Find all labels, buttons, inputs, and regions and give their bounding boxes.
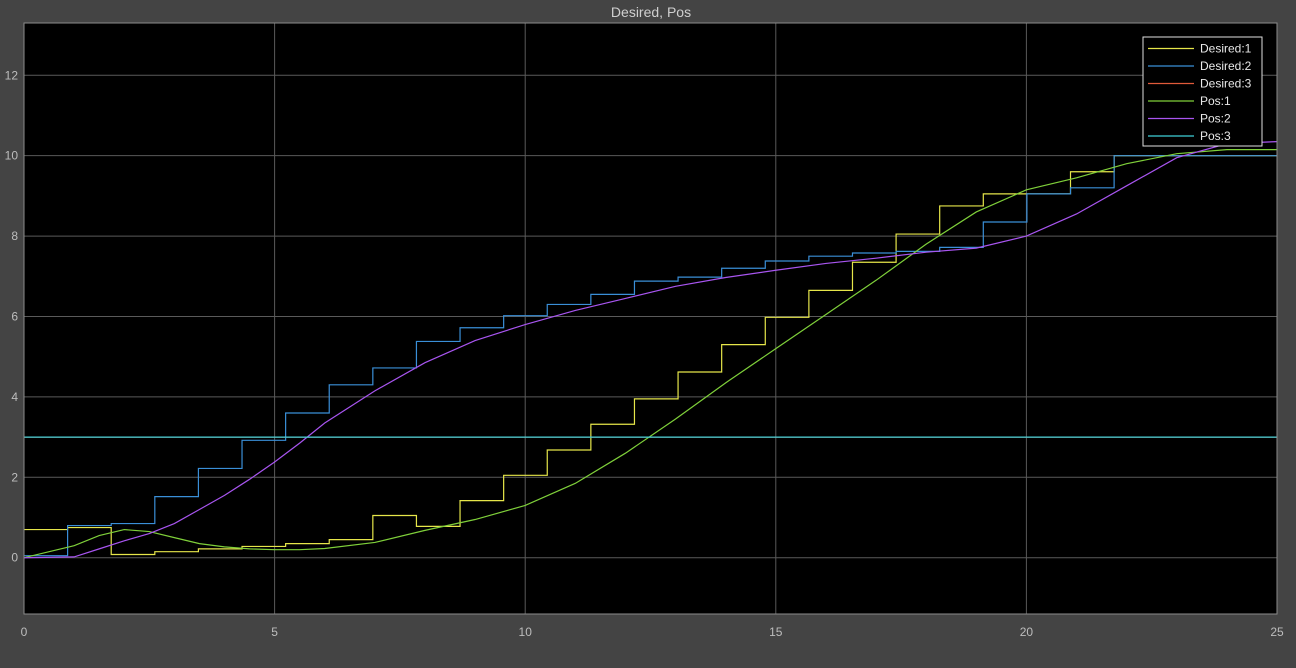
x-tick-label: 5 xyxy=(271,625,278,639)
tick-labels: 0 5 10 15 20 25 0 2 4 6 8 10 12 xyxy=(5,68,1284,639)
x-tick-label: 20 xyxy=(1020,625,1034,639)
axes-background[interactable] xyxy=(24,23,1277,614)
series-layer xyxy=(24,141,1277,559)
x-tick-label: 25 xyxy=(1270,625,1284,639)
x-tick-label: 15 xyxy=(769,625,783,639)
series-desired-1-line xyxy=(24,155,1277,556)
y-tick-label: 12 xyxy=(5,68,19,82)
legend-box xyxy=(1142,36,1263,147)
y-tick-label: 6 xyxy=(11,309,18,323)
x-tick-label: 0 xyxy=(21,625,28,639)
legend-label: Pos:3 xyxy=(1200,129,1231,143)
series-pos-2-line xyxy=(24,141,1277,559)
y-tick-label: 10 xyxy=(5,149,19,163)
legend-label: Pos:1 xyxy=(1200,94,1231,108)
legend-label: Desired:3 xyxy=(1200,77,1252,91)
y-tick-label: 2 xyxy=(11,470,18,484)
legend[interactable]: Desired:1 Desired:2 Desired:3 Pos:1 Pos:2 Pos… xyxy=(1142,36,1263,147)
plot-title: Desired, Pos xyxy=(611,4,691,20)
y-tick-label: 0 xyxy=(11,551,18,565)
legend-label: Desired:1 xyxy=(1200,42,1252,56)
x-tick-label: 10 xyxy=(519,625,533,639)
axes-frame xyxy=(23,22,1278,615)
grid xyxy=(23,23,1278,614)
series-pos-1-line xyxy=(24,149,1277,559)
y-tick-label: 8 xyxy=(11,229,18,243)
legend-label: Pos:2 xyxy=(1200,112,1231,126)
series-desired-2-line xyxy=(24,155,1277,557)
y-tick-label: 4 xyxy=(11,390,18,404)
legend-label: Desired:2 xyxy=(1200,59,1252,73)
